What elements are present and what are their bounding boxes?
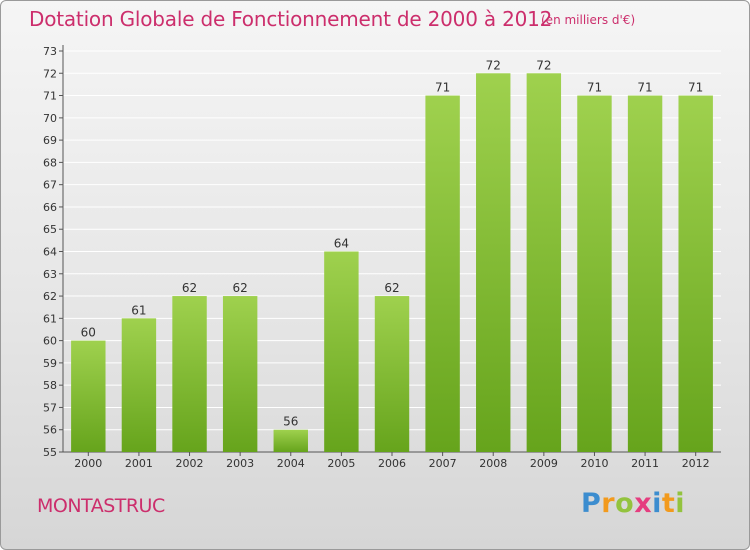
y-tick-label: 60 [43,335,57,348]
y-tick-label: 72 [43,67,57,80]
x-tick-label: 2011 [631,457,659,470]
y-tick-label: 64 [43,246,57,259]
bar [476,73,511,453]
bar [121,318,157,452]
bar [273,429,308,452]
x-tick-label: 2002 [176,457,204,470]
y-tick-label: 63 [43,268,57,281]
data-label: 56 [283,415,298,429]
data-label: 72 [486,58,501,72]
y-tick-label: 67 [43,179,57,192]
bar [172,296,207,452]
y-tick-label: 66 [43,201,57,214]
y-tick-label: 71 [43,90,57,103]
x-tick-label: 2004 [277,457,305,470]
y-tick-label: 69 [43,134,57,147]
y-tick-label: 70 [43,112,57,125]
bar [678,95,713,453]
data-label: 64 [334,237,349,251]
data-label: 71 [637,81,652,95]
x-tick-label: 2009 [530,457,558,470]
y-tick-label: 55 [43,446,57,459]
bar [577,95,612,453]
data-label: 71 [688,81,703,95]
y-tick-label: 56 [43,424,57,437]
bar [425,95,460,453]
data-label: 71 [435,81,450,95]
y-tick-label: 59 [43,357,57,370]
bar [526,73,562,453]
bar [71,340,106,452]
data-label: 60 [81,326,96,340]
y-tick-label: 62 [43,290,57,303]
bar [222,296,258,452]
data-label: 72 [536,58,551,72]
y-tick-label: 68 [43,156,57,169]
data-label: 62 [233,281,248,295]
bar [374,296,410,452]
y-tick-label: 58 [43,379,57,392]
x-tick-label: 2007 [429,457,457,470]
x-tick-label: 2010 [580,457,608,470]
x-tick-label: 2000 [74,457,102,470]
location-name: MONTASTRUC [37,495,165,517]
y-tick-label: 73 [43,45,57,58]
bar [324,251,359,452]
proxiti-logo[interactable]: Proxiti [581,488,686,519]
bar [627,95,663,453]
unit-note: (en milliers d'€) [541,13,636,27]
y-tick-label: 65 [43,223,57,236]
x-tick-label: 2008 [479,457,507,470]
labels: 55 56 57 58 59 60 61 62 63 64 65 66 67 68 69 70 71 72 73 60… [43,45,710,470]
data-label: 62 [384,281,399,295]
data-label: 71 [587,81,602,95]
bars [71,73,713,453]
data-label: 61 [131,303,146,317]
y-tick-label: 61 [43,312,57,325]
x-tick-label: 2006 [378,457,406,470]
x-tick-label: 2001 [125,457,153,470]
x-tick-label: 2003 [226,457,254,470]
y-tick-label: 57 [43,401,57,414]
chart-title: Dotation Globale de Fonctionnement de 20… [29,7,553,31]
x-tick-label: 2005 [327,457,355,470]
data-label: 62 [182,281,197,295]
x-tick-label: 2012 [682,457,710,470]
